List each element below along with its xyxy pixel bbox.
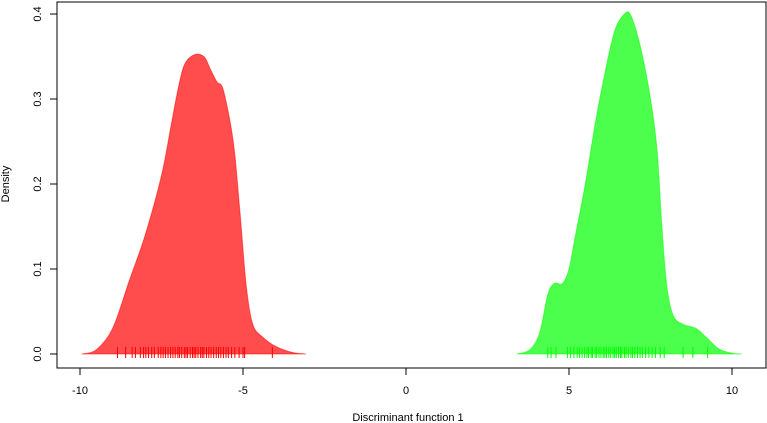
series-0 — [81, 53, 306, 358]
y-tick-label: 0.4 — [32, 6, 44, 21]
y-tick-label: 0.1 — [32, 261, 44, 276]
x-tick-label: -5 — [238, 385, 248, 397]
y-axis-label: Density — [0, 165, 12, 202]
density-area — [516, 11, 742, 355]
x-tick-label: 0 — [403, 385, 409, 397]
y-tick-label: 0.0 — [32, 346, 44, 361]
series-layer — [81, 11, 742, 358]
y-tick-label: 0.3 — [32, 91, 44, 106]
series-1 — [516, 11, 742, 358]
x-axis-label: Discriminant function 1 — [352, 412, 463, 423]
x-tick-label: 10 — [726, 385, 738, 397]
y-tick-label: 0.2 — [32, 176, 44, 191]
axes-layer: -10 -5 0 5 10 0.0 0.1 0.2 0.3 0.4 — [32, 6, 738, 397]
density-area — [81, 53, 306, 355]
x-tick-label: 5 — [566, 385, 572, 397]
x-tick-label: -10 — [72, 385, 88, 397]
